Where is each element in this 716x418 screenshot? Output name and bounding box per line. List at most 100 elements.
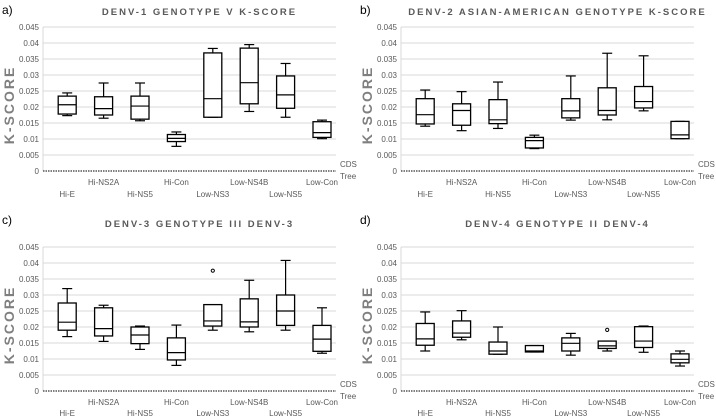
iqr-box (203, 52, 223, 118)
y-tick-label: 0.03 (23, 291, 39, 300)
iqr-box (451, 103, 472, 126)
x-category-label: Low-Con (664, 398, 696, 407)
y-tick-label: 0.04 (381, 259, 397, 268)
y-tick-label: 0.035 (19, 275, 40, 284)
iqr-box (275, 75, 296, 109)
x-category-label: Low-NS4B (230, 178, 268, 187)
y-tick-label: 0.025 (377, 307, 398, 316)
x-category-label: Low-NS5 (269, 190, 302, 199)
y-tick-label: 0.035 (377, 275, 398, 284)
x-category-label: Low-Con (306, 398, 338, 407)
iqr-box (597, 340, 617, 350)
box-low-ns4b (597, 52, 617, 121)
box-low-ns4b (239, 279, 259, 333)
y-tick-label: 0.035 (19, 55, 40, 64)
baseline-label-cds: CDS (340, 160, 357, 169)
iqr-box (93, 96, 114, 116)
y-tick-label: 0.04 (23, 259, 39, 268)
box-hi-ns2a (93, 304, 114, 342)
box-hi-con (166, 131, 187, 147)
y-tick-label: 0.045 (377, 23, 398, 32)
y-tick-label: 0.015 (19, 339, 40, 348)
box-low-ns3 (561, 75, 581, 121)
baseline-label-tree: Tree (340, 172, 357, 181)
iqr-box (415, 322, 435, 346)
y-tick-label: 0.045 (377, 243, 398, 252)
panel-label: c) (2, 213, 12, 227)
baseline-label-cds: CDS (698, 380, 715, 389)
x-category-label: Hi-Con (522, 178, 547, 187)
y-tick-label: 0.045 (19, 243, 40, 252)
box-hi-ns5 (488, 326, 508, 355)
box-hi-con (524, 134, 545, 150)
iqr-box (670, 120, 690, 140)
x-category-label: Low-NS4B (588, 398, 626, 407)
y-tick-label: 0.005 (19, 151, 40, 160)
x-category-label: Low-NS3 (196, 190, 229, 199)
iqr-box (524, 136, 545, 149)
iqr-box (166, 337, 187, 361)
outlier-point (605, 327, 610, 332)
x-category-label: Low-NS5 (627, 409, 660, 418)
iqr-box (451, 320, 472, 338)
box-hi-e (415, 311, 435, 352)
y-tick-label: 0.03 (381, 71, 397, 80)
y-tick-label: 0.005 (377, 371, 398, 380)
chart-title: DENV-4 GENOTYPE II DENV-4 (465, 219, 650, 230)
box-hi-ns5 (488, 81, 508, 130)
iqr-box (93, 307, 114, 337)
baseline-label-cds: CDS (340, 380, 357, 389)
x-category-label: Hi-NS2A (446, 398, 478, 407)
baseline-label-tree: Tree (698, 172, 715, 181)
box-low-ns5 (275, 259, 296, 331)
y-tick-label: 0.01 (23, 355, 39, 364)
box-low-con (670, 350, 690, 367)
x-category-label: Hi-NS5 (127, 409, 153, 418)
x-category-label: Hi-NS5 (485, 190, 511, 199)
box-low-con (312, 307, 332, 354)
iqr-box (524, 344, 545, 353)
chart-panel-b: b) DENV-2 ASIAN-AMERICAN GENOTYPE K-SCORE… (359, 3, 715, 199)
panel-label: d) (360, 213, 371, 227)
box-hi-ns2a (451, 310, 472, 341)
x-category-label: Low-NS3 (554, 190, 587, 199)
panel-label: a) (2, 3, 13, 17)
y-tick-label: 0.005 (19, 371, 40, 380)
box-low-ns3 (203, 268, 223, 331)
x-category-label: Low-NS5 (627, 190, 660, 199)
x-category-label: Hi-NS2A (88, 398, 120, 407)
x-category-label: Low-Con (306, 178, 338, 187)
y-tick-label: 0.03 (381, 291, 397, 300)
y-tick-label: 0.025 (377, 87, 398, 96)
box-low-ns5 (633, 325, 654, 353)
y-tick-label: 0.035 (377, 55, 398, 64)
x-category-label: Hi-E (59, 190, 75, 199)
x-category-label: Hi-Con (164, 178, 189, 187)
iqr-box (488, 98, 508, 125)
y-tick-label: 0.01 (381, 355, 397, 364)
iqr-box (239, 47, 259, 105)
iqr-box (488, 341, 508, 355)
iqr-box (561, 337, 581, 352)
iqr-box (312, 324, 332, 352)
y-tick-label: 0.015 (377, 119, 398, 128)
y-tick-label: 0.025 (19, 87, 40, 96)
y-tick-label: 0.01 (23, 135, 39, 144)
chart-title: DENV-3 GENOTYPE III DENV-3 (105, 219, 294, 230)
iqr-box (597, 87, 617, 116)
y-axis-label: K-SCORE (359, 286, 375, 365)
x-category-label: Low-NS3 (196, 409, 229, 418)
x-category-label: Low-Con (664, 178, 696, 187)
y-tick-label: 0.04 (23, 39, 39, 48)
baseline-label-cds: CDS (698, 160, 715, 169)
y-tick-label: 0.03 (23, 71, 39, 80)
box-low-con (670, 120, 690, 140)
y-tick-label: 0.02 (381, 323, 397, 332)
iqr-box (561, 98, 581, 119)
chart-title: DENV-1 GENOTYPE V K-SCORE (102, 7, 297, 18)
box-hi-ns5 (130, 82, 150, 122)
box-hi-e (57, 92, 77, 117)
x-category-label: Low-NS5 (269, 409, 302, 418)
y-tick-label: 0.005 (377, 151, 398, 160)
y-tick-label: 0 (35, 387, 40, 396)
